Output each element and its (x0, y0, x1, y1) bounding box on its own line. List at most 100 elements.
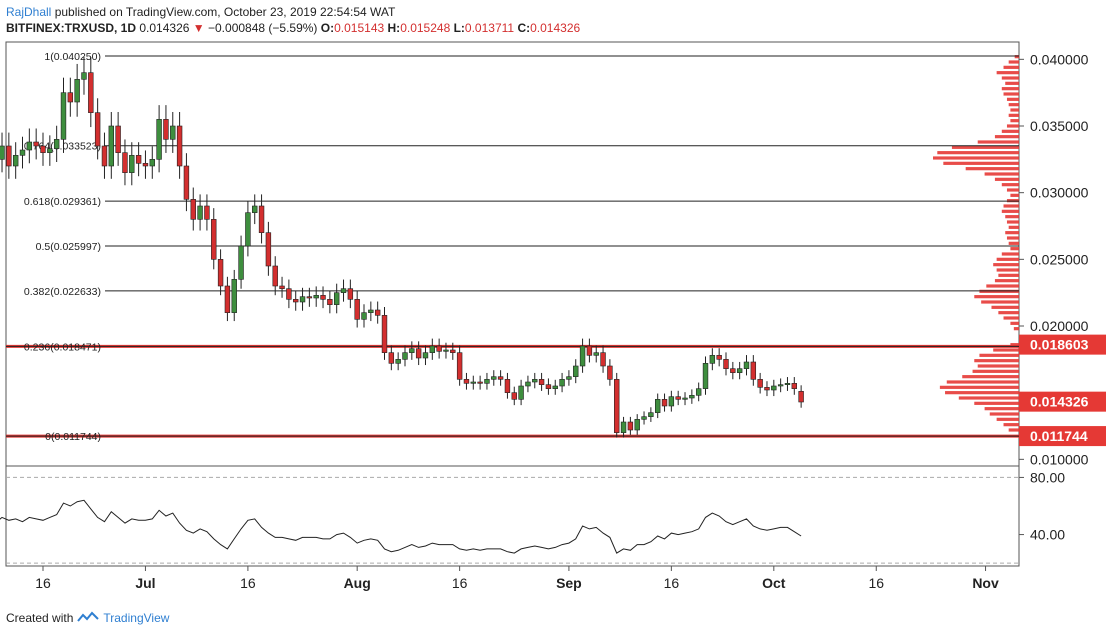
time-tick-label: 16 (452, 575, 468, 591)
candle-body (142, 163, 149, 167)
candle-body (135, 155, 142, 164)
candle-body (258, 205, 265, 233)
volume-profile-bar (994, 177, 1019, 181)
ohlc-line: BITFINEX:TRXUSD, 1D 0.014326 ▼ −0.000848… (6, 20, 580, 36)
volume-profile-bar (979, 353, 1019, 357)
volume-profile-bar (1008, 113, 1019, 117)
author-link[interactable]: RajDhall (6, 5, 52, 19)
volume-profile-bar (1010, 321, 1019, 325)
volume-profile-bar (1003, 65, 1019, 69)
candle-body (163, 119, 169, 140)
candle-body (368, 309, 374, 313)
candle-body (750, 361, 757, 380)
tradingview-brand[interactable]: TradingView (103, 611, 170, 625)
volume-profile-bar (1008, 241, 1019, 245)
volume-profile-bar (1003, 316, 1019, 320)
candle-body (709, 355, 716, 364)
candle-body (470, 381, 476, 384)
candle-body (654, 399, 661, 413)
candle-body (149, 159, 155, 167)
created-with-label: Created with (6, 611, 74, 625)
candle-body (94, 112, 101, 147)
candle-body (600, 352, 606, 367)
candle-body (586, 345, 593, 356)
candle-body (108, 125, 115, 167)
chart-header: RajDhall published on TradingView.com, O… (6, 4, 580, 36)
price-axis[interactable]: 0.040000 0.035000 0.030000 0.025000 0.020000… (1019, 51, 1089, 543)
volume-profile-bar (977, 140, 1019, 144)
candle-body (47, 148, 53, 153)
volume-profile-bar (933, 156, 1019, 160)
price-tick-label: 0.035000 (1030, 118, 1089, 134)
candle-body (381, 315, 388, 353)
candle-body (286, 288, 292, 300)
candle-body (333, 292, 340, 305)
volume-profile-bar (993, 263, 1019, 267)
fib-level-label: 0.236(0.018471) (24, 341, 101, 353)
volume-profile-bar (946, 380, 1019, 384)
volume-profile-bar (998, 311, 1019, 315)
fib-level-label: 0.5(0.025997) (36, 241, 101, 253)
volume-profile-bar (1010, 119, 1019, 123)
volume-profile-bar (974, 295, 1019, 299)
candle-body (265, 232, 272, 267)
candle-body (6, 145, 12, 167)
volume-profile-bar (1001, 129, 1019, 133)
candle-body (129, 155, 135, 173)
volume-profile-bar (937, 151, 1019, 155)
candle-body (668, 396, 675, 407)
down-arrow-icon: ▼ (192, 21, 205, 35)
volume-profile-bar (1001, 183, 1019, 187)
candle-body (518, 385, 524, 400)
candlestick-series (0, 57, 804, 438)
volume-profile-bar (974, 401, 1019, 405)
candle-body (245, 212, 251, 247)
candle-body (764, 387, 770, 391)
volume-profile-bar (1006, 236, 1019, 240)
close-label: C: (517, 21, 531, 35)
candle-body (211, 219, 217, 260)
candle-body (620, 421, 627, 433)
publish-line: RajDhall published on TradingView.com, O… (6, 4, 580, 20)
fibonacci-retracement[interactable]: 1(0.040250)0.764(0.033523)0.618(0.029361… (6, 51, 1019, 443)
volume-profile-bar (991, 305, 1019, 309)
fib-level-label: 0.382(0.022633) (24, 286, 101, 298)
candle-body (340, 288, 347, 293)
candle-body (197, 205, 203, 220)
volume-profile-bar (989, 412, 1019, 416)
volume-profile-bar (1006, 188, 1019, 192)
volume-profile-bar (981, 300, 1019, 304)
candle-body (771, 385, 777, 391)
time-axis[interactable]: 16 Jul 16 Aug 16 Sep 16 Oct 16 Nov (35, 566, 999, 591)
volume-profile-bar (998, 273, 1019, 277)
candle-body (791, 383, 798, 389)
candle-body (252, 205, 258, 213)
volume-profile (933, 55, 1019, 432)
candle-body (573, 365, 579, 377)
candle-body (26, 141, 33, 151)
time-tick-label: 16 (240, 575, 256, 591)
close-value: 0.014326 (530, 21, 581, 35)
volume-profile-bar (1013, 327, 1019, 331)
candle-body (224, 285, 231, 313)
time-tick-label: 16 (35, 575, 51, 591)
volume-profile-bar (996, 268, 1019, 272)
candle-body (511, 392, 517, 400)
candle-body (559, 379, 565, 387)
volume-profile-bar (1006, 97, 1019, 101)
candle-body (53, 139, 60, 149)
fib-level-label: 1(0.040250) (44, 51, 101, 63)
candle-body (204, 205, 210, 220)
candle-body (279, 285, 285, 289)
candle-body (409, 348, 415, 353)
candle-body (306, 296, 313, 299)
candle-body (552, 385, 558, 389)
time-tick-label: Sep (556, 575, 582, 591)
candle-body (293, 299, 299, 303)
volume-profile-bar (1001, 87, 1019, 91)
candle-body (115, 125, 121, 153)
candle-body (695, 388, 702, 396)
volume-profile-bar (1003, 204, 1019, 208)
volume-profile-bar (974, 359, 1019, 363)
